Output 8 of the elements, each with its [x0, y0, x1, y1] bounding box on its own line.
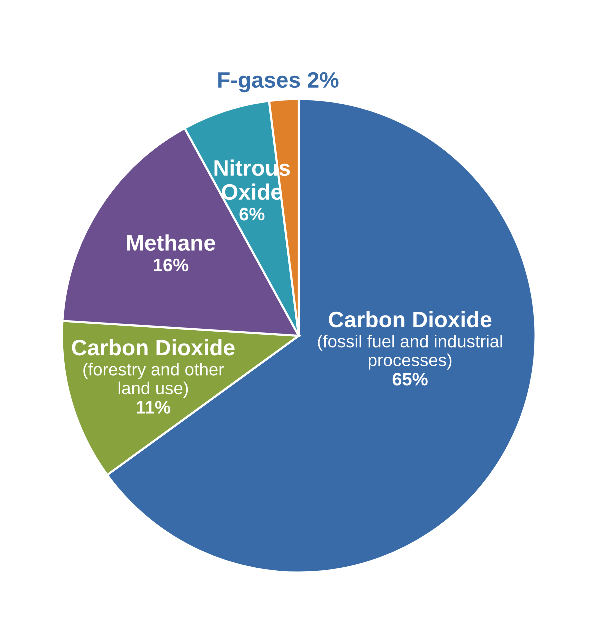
- slice-label: Carbon Dioxide (forestry and other land use): [72, 339, 235, 398]
- slice-label: F-gases 2%: [218, 72, 339, 93]
- slice-label: Carbon Dioxide (fossil fuel and industrial processes): [318, 311, 502, 370]
- data-label: 16%: [154, 258, 189, 272]
- slice-label: Methane: [127, 234, 216, 252]
- data-label: 6%: [240, 208, 265, 221]
- data-label: 65%: [392, 373, 428, 386]
- data-label: 11%: [137, 401, 171, 414]
